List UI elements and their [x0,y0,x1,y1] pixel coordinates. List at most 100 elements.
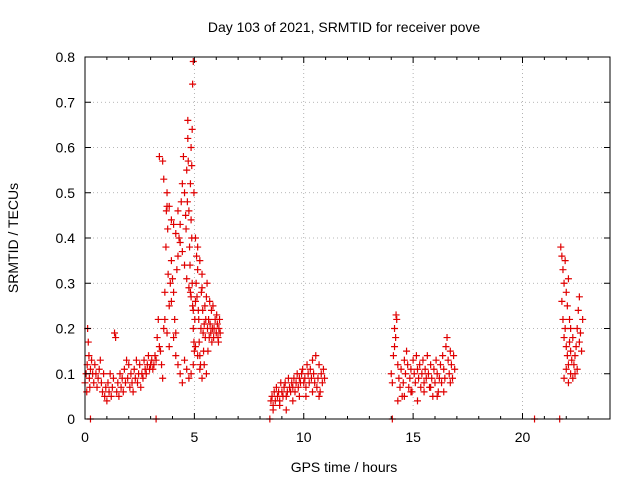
data-point [126,383,134,391]
data-point [440,365,448,373]
data-point [170,334,178,342]
data-point [281,379,289,387]
data-point [132,356,140,364]
data-point [97,379,105,387]
data-point [160,325,168,332]
data-point [176,239,184,247]
data-point [445,370,453,378]
data-point [299,365,307,373]
data-point [94,374,102,382]
data-point [392,334,400,342]
data-point [111,329,119,337]
data-point [139,374,147,382]
data-point [414,365,421,373]
data-point [205,315,213,323]
data-point [410,370,418,378]
data-point [189,80,197,88]
data-point [569,374,577,382]
data-point [169,275,176,283]
data-point [407,365,415,373]
data-point [108,383,116,391]
data-point [197,325,205,332]
data-point [186,243,194,251]
data-point [191,343,199,351]
data-point [166,279,174,287]
data-point [150,361,158,369]
data-point [446,379,454,387]
data-point [153,334,161,342]
data-point [123,356,131,364]
data-point [186,180,194,188]
data-point [162,207,170,215]
data-point [165,343,173,351]
x-tick-label: 10 [296,429,312,445]
data-point [558,297,566,305]
data-point [96,356,104,364]
data-point [309,388,316,396]
data-point [184,134,192,142]
data-point [109,374,117,382]
data-point [209,302,217,310]
data-point [100,370,108,378]
data-point [85,374,93,382]
data-point [396,383,404,391]
data-point [178,248,186,256]
y-tick-label: 0.8 [56,49,76,65]
data-point [405,383,413,391]
data-point [155,343,163,351]
data-point [167,216,175,224]
data-point [578,347,586,355]
data-point [314,374,322,382]
data-point [159,157,167,165]
data-point [191,234,199,242]
data-point [321,374,329,382]
data-point [559,266,567,274]
data-point [163,189,171,197]
data-point [173,266,181,274]
data-point [392,311,400,319]
data-point [187,293,195,301]
data-point [563,302,571,310]
data-point [573,325,581,332]
data-point [558,252,566,260]
data-point [136,361,144,369]
data-point [189,302,197,310]
data-point [198,284,206,292]
data-point [294,383,302,391]
data-point [559,315,567,323]
data-point [198,270,206,278]
data-point [301,374,309,382]
data-point [140,356,148,364]
data-point [576,329,584,337]
data-point [427,383,435,391]
data-point [388,379,396,387]
data-point [216,329,224,337]
data-point [295,392,303,400]
data-point [389,352,397,360]
data-point [276,401,284,409]
data-point [215,325,223,332]
data-point [571,352,579,360]
data-point [124,374,132,382]
data-point [90,379,98,387]
data-point [406,374,414,382]
data-point [316,388,324,396]
data-point [130,365,138,373]
data-point [194,243,202,251]
data-point [187,144,195,151]
data-point [116,370,124,378]
data-point [560,374,568,382]
data-point [412,352,420,360]
data-point [404,361,412,369]
data-point [172,229,180,237]
data-point [134,379,141,387]
data-point [187,370,195,378]
x-axis-label: GPS time / hours [291,459,398,475]
data-point [183,275,191,283]
data-point [570,361,578,369]
data-point [107,392,115,400]
data-point [563,352,571,360]
data-point [190,347,198,355]
data-point [103,397,111,405]
data-point [451,365,459,373]
